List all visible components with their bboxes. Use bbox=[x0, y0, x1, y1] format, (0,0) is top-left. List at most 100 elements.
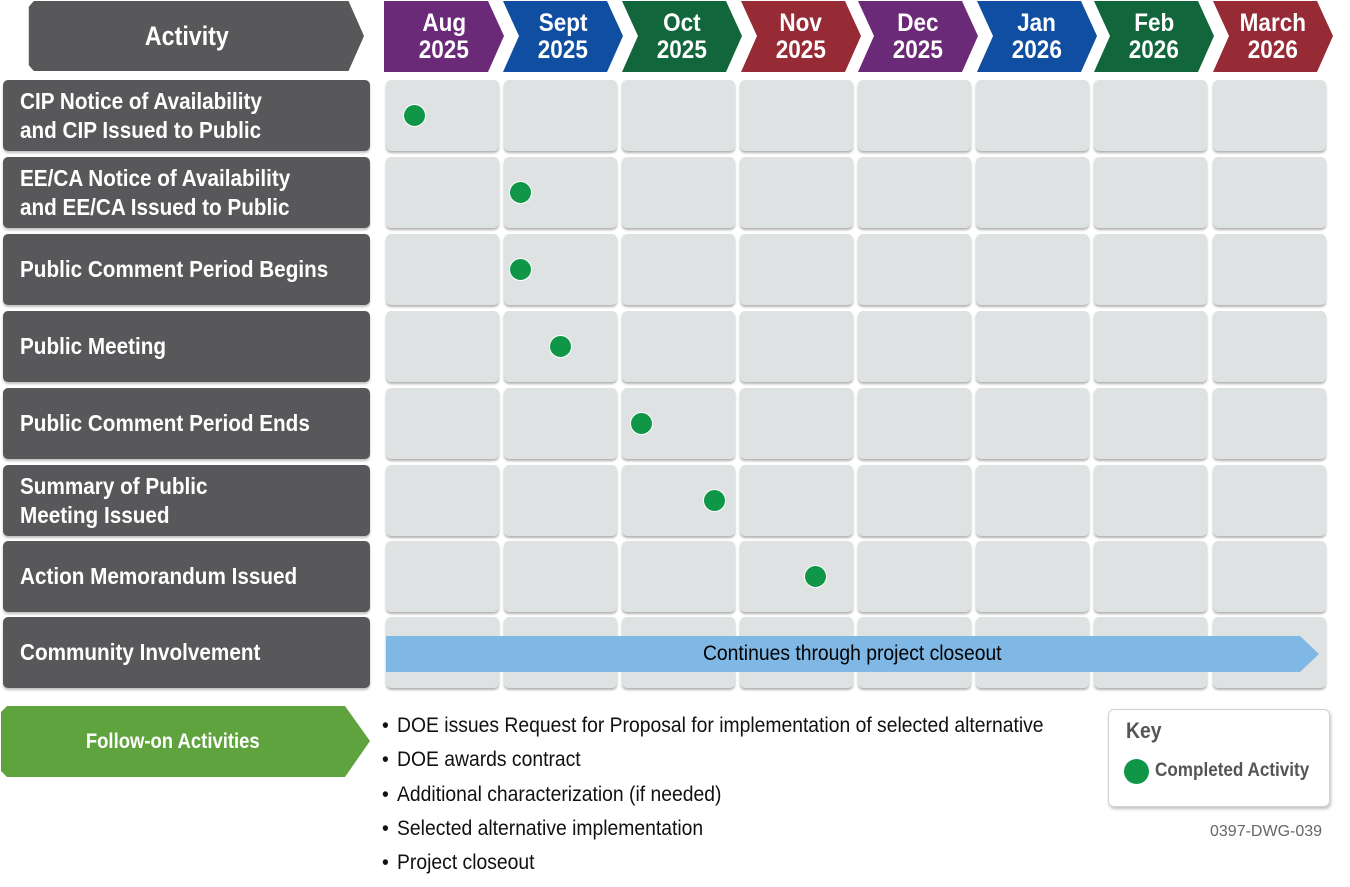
activity-name: Public Meeting bbox=[20, 333, 167, 359]
completed-activity-dot bbox=[509, 181, 533, 204]
timeline-cell bbox=[740, 234, 853, 305]
activity-row-label: EE/CA Notice of Availability and EE/CA I… bbox=[3, 157, 370, 228]
month-year: 2025 bbox=[656, 35, 708, 64]
timeline-cell bbox=[740, 157, 853, 228]
timeline-cell bbox=[976, 311, 1089, 382]
timeline-cell bbox=[622, 157, 735, 228]
month-header-sept: Sept 2025 bbox=[503, 1, 623, 72]
activity-name: EE/CA Notice of Availability and EE/CA I… bbox=[20, 164, 291, 220]
follow-on-item: DOE issues Request for Proposal for impl… bbox=[382, 711, 1044, 745]
community-involvement-bar: Continues through project closeout bbox=[386, 636, 1319, 672]
timeline-cell bbox=[858, 388, 971, 459]
activity-name: Action Memorandum Issued bbox=[20, 563, 298, 589]
timeline-cell bbox=[386, 157, 499, 228]
timeline-cell bbox=[504, 541, 617, 612]
timeline-cell bbox=[504, 388, 617, 459]
activity-name: Summary of Public Meeting Issued bbox=[20, 472, 208, 528]
completed-activity-label: Completed Activity bbox=[1155, 760, 1310, 781]
month-header-march: March 2026 bbox=[1213, 1, 1333, 72]
timeline-cell bbox=[386, 234, 499, 305]
month-year: 2026 bbox=[1011, 35, 1063, 64]
timeline-cell bbox=[858, 311, 971, 382]
month-name: Jan bbox=[1017, 8, 1057, 37]
activity-header-label: Activity bbox=[144, 20, 229, 51]
follow-on-item: Selected alternative implementation bbox=[382, 814, 1044, 848]
timeline-cell bbox=[976, 388, 1089, 459]
activity-name: Community Involvement bbox=[20, 639, 261, 665]
month-header-feb: Feb 2026 bbox=[1094, 1, 1214, 72]
legend-key: Key Completed Activity bbox=[1108, 709, 1330, 807]
month-year: 2025 bbox=[418, 35, 470, 64]
timeline-cell bbox=[1094, 465, 1207, 536]
month-header-oct: Oct 2025 bbox=[622, 1, 742, 72]
timeline-cell bbox=[386, 541, 499, 612]
month-name: Feb bbox=[1133, 8, 1174, 37]
activity-column-header: Activity bbox=[28, 1, 365, 71]
timeline-cell bbox=[1094, 311, 1207, 382]
activity-name: Public Comment Period Ends bbox=[20, 410, 310, 436]
timeline-cell bbox=[1094, 80, 1207, 151]
timeline-cell bbox=[1213, 80, 1326, 151]
completed-dot-icon bbox=[1124, 759, 1149, 784]
completed-activity-dot bbox=[509, 258, 533, 281]
completed-activity-dot bbox=[549, 335, 572, 358]
timeline-cell bbox=[504, 465, 617, 536]
follow-on-item: Project closeout bbox=[382, 848, 1044, 882]
timeline-cell bbox=[858, 234, 971, 305]
drawing-id: 0397-DWG-039 bbox=[1210, 823, 1323, 840]
month-name: Oct bbox=[663, 8, 701, 37]
follow-on-activities-list: DOE issues Request for Proposal for impl… bbox=[382, 711, 1101, 882]
activity-row-label: Summary of Public Meeting Issued bbox=[3, 465, 370, 536]
month-name: Aug bbox=[422, 8, 466, 37]
timeline-cell bbox=[386, 311, 499, 382]
completed-activity-dot bbox=[629, 412, 653, 435]
timeline-cell bbox=[976, 541, 1089, 612]
timeline-cell bbox=[1213, 465, 1326, 536]
timeline-cell bbox=[1213, 311, 1326, 382]
month-header-aug: Aug 2025 bbox=[384, 1, 504, 72]
timeline-cell bbox=[740, 311, 853, 382]
timeline-cell bbox=[622, 80, 735, 151]
month-header-nov: Nov 2025 bbox=[741, 1, 861, 72]
timeline-cell bbox=[622, 541, 735, 612]
month-name: Nov bbox=[779, 8, 823, 37]
completed-activity-dot bbox=[703, 489, 727, 512]
timeline-cell bbox=[1213, 234, 1326, 305]
timeline-cell bbox=[976, 80, 1089, 151]
timeline-cell bbox=[858, 541, 971, 612]
timeline-cell bbox=[858, 80, 971, 151]
month-year: 2025 bbox=[892, 35, 944, 64]
timeline-cell bbox=[1094, 388, 1207, 459]
follow-on-item: Additional characterization (if needed) bbox=[382, 780, 1044, 814]
timeline-cell bbox=[622, 234, 735, 305]
activity-name: CIP Notice of Availability and CIP Issue… bbox=[20, 87, 262, 143]
month-header-dec: Dec 2025 bbox=[858, 1, 978, 72]
timeline-cell bbox=[976, 465, 1089, 536]
activity-row-label: Public Meeting bbox=[3, 311, 370, 382]
activity-row-label: Community Involvement bbox=[3, 617, 370, 688]
month-year: 2026 bbox=[1247, 35, 1299, 64]
timeline-cell bbox=[1213, 388, 1326, 459]
timeline-cell bbox=[1213, 157, 1326, 228]
key-title: Key bbox=[1126, 718, 1162, 743]
follow-on-label-text: Follow-on Activities bbox=[86, 729, 260, 753]
timeline-cell bbox=[386, 388, 499, 459]
month-year: 2025 bbox=[537, 35, 589, 64]
timeline-cell bbox=[740, 388, 853, 459]
timeline-cell bbox=[1094, 234, 1207, 305]
timeline-cell bbox=[976, 157, 1089, 228]
completed-activity-dot bbox=[804, 565, 828, 588]
follow-on-item: DOE awards contract bbox=[382, 745, 1044, 779]
timeline-cell bbox=[1094, 157, 1207, 228]
month-name: Dec bbox=[897, 8, 939, 37]
month-year: 2026 bbox=[1128, 35, 1180, 64]
month-year: 2025 bbox=[775, 35, 827, 64]
timeline-cell bbox=[976, 234, 1089, 305]
activity-name: Public Comment Period Begins bbox=[20, 256, 329, 282]
timeline-cell bbox=[740, 541, 853, 612]
timeline-cell bbox=[740, 465, 853, 536]
timeline-cell bbox=[504, 80, 617, 151]
completed-activity-dot bbox=[402, 104, 426, 127]
month-header-jan: Jan 2026 bbox=[977, 1, 1097, 72]
activity-row-label: CIP Notice of Availability and CIP Issue… bbox=[3, 80, 370, 151]
